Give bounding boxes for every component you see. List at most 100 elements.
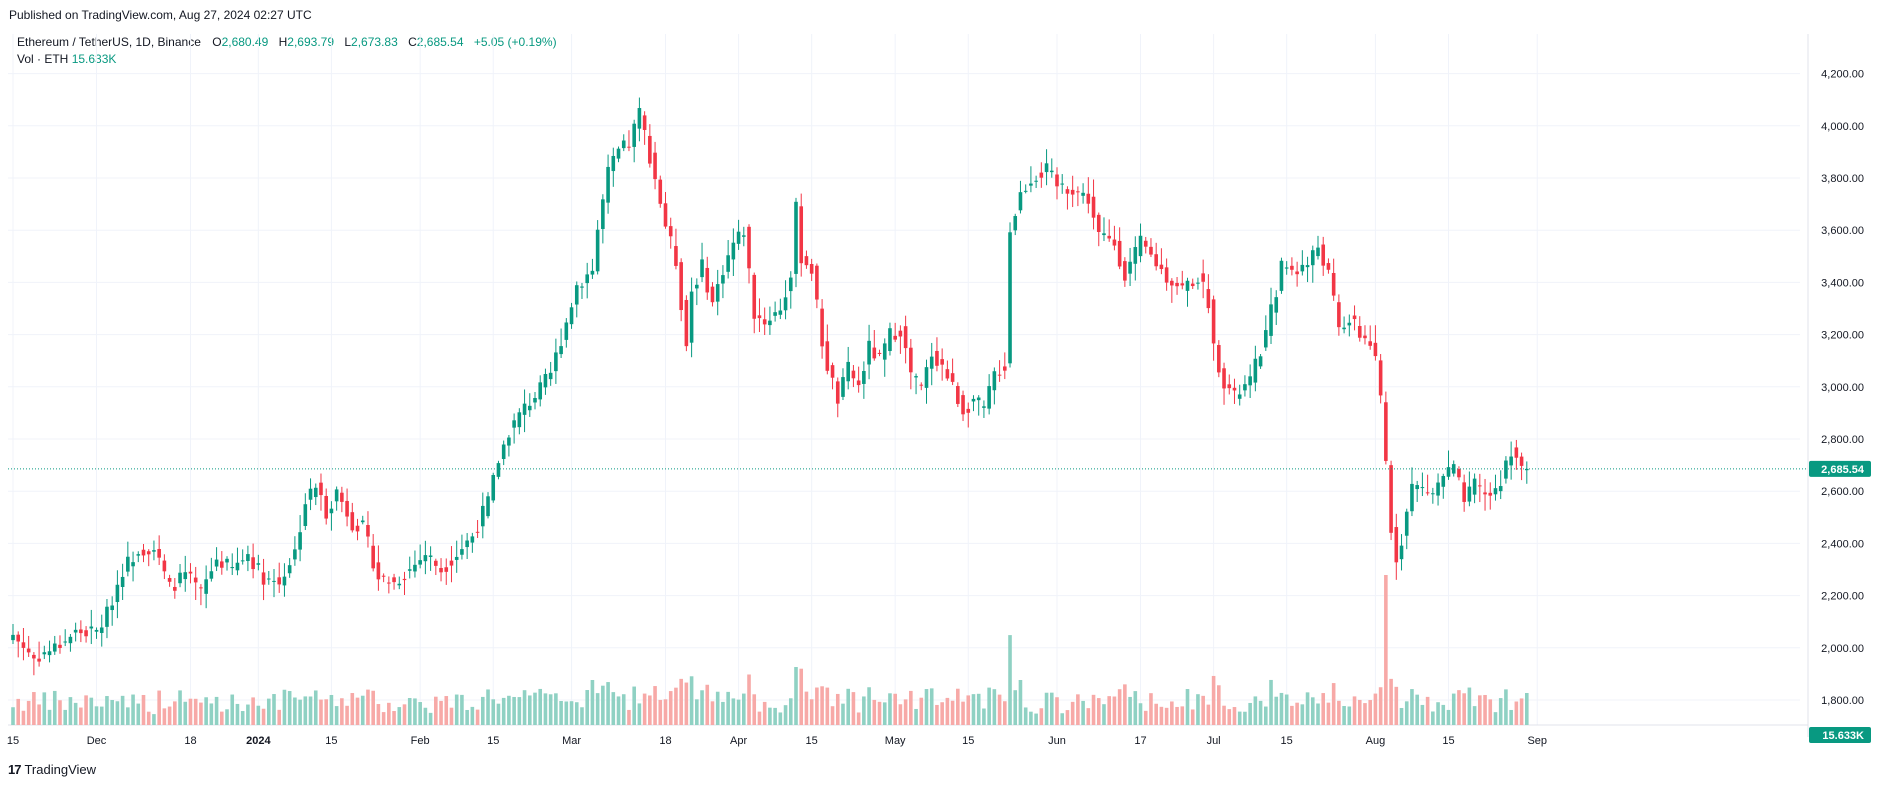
volume-bar <box>1514 701 1519 725</box>
price-chart[interactable]: 4,200.00 4,000.00 3,800.00 3,600.00 3,400.00… <box>0 26 1883 760</box>
symbol-name[interactable]: Ethereum / TetherUS, 1D, Binance <box>17 35 201 49</box>
volume-bar <box>397 707 402 725</box>
candle-body <box>240 560 245 562</box>
candle <box>950 358 955 386</box>
candle <box>387 576 391 594</box>
candle <box>1279 257 1284 294</box>
volume-bar <box>1368 700 1372 725</box>
volume-bar <box>1342 706 1346 725</box>
volume-bar <box>1404 701 1409 725</box>
candle-body <box>809 263 814 274</box>
candle-body <box>272 580 276 582</box>
candle <box>527 393 532 417</box>
candle <box>173 578 177 599</box>
candle-body <box>47 651 52 656</box>
candle <box>303 493 308 531</box>
volume-bar <box>1269 679 1273 725</box>
candle <box>851 365 856 388</box>
candle <box>663 191 668 229</box>
candle-body <box>230 567 235 569</box>
candle-body <box>89 626 94 629</box>
candle-body <box>1143 240 1148 247</box>
candle <box>611 147 616 187</box>
candle-body <box>1478 485 1482 487</box>
candle-body <box>689 291 694 343</box>
candle-body <box>830 365 835 378</box>
candle-body <box>1049 170 1054 173</box>
volume-bar <box>460 694 464 725</box>
candle <box>1217 340 1221 378</box>
candle <box>313 483 318 506</box>
time-tick-label: 18 <box>659 735 671 747</box>
candle-body <box>1472 478 1477 495</box>
candles <box>11 97 1529 676</box>
candle <box>1185 277 1190 307</box>
volume-bar <box>324 699 328 725</box>
candle-body <box>1264 330 1268 348</box>
volume-bar <box>73 702 78 725</box>
volume-bar <box>214 696 219 725</box>
volume-label[interactable]: Vol · ETH <box>17 52 69 66</box>
time-tick-label: 15 <box>487 735 499 747</box>
candle <box>298 515 302 562</box>
candle-body <box>700 259 704 278</box>
candle-body <box>1081 192 1085 196</box>
candle <box>439 558 443 582</box>
volume-bar <box>1321 693 1326 725</box>
candle-body <box>1415 485 1419 490</box>
candle-body <box>1211 299 1216 344</box>
volume-bar <box>867 687 871 725</box>
candle-body <box>590 270 595 275</box>
volume-bar <box>1410 689 1414 725</box>
volume-bar <box>1237 711 1242 725</box>
volume-bar <box>731 698 736 725</box>
candle <box>183 555 188 592</box>
volume-bar <box>1451 693 1456 725</box>
candle-body <box>183 572 188 580</box>
candle-body <box>193 577 198 583</box>
candle <box>1284 261 1289 275</box>
volume-bar <box>1264 706 1268 725</box>
candle <box>1107 219 1111 242</box>
price-tick-label: 3,000.00 <box>1821 382 1864 394</box>
volume-bar <box>126 707 130 725</box>
time-tick-label: 15 <box>806 735 818 747</box>
candle <box>1504 456 1508 484</box>
candle-body <box>449 560 454 566</box>
candle-body <box>517 412 522 428</box>
candle <box>293 536 297 566</box>
candle <box>1347 314 1352 337</box>
volume-bar <box>658 699 663 725</box>
volume-bar <box>293 697 297 725</box>
candle <box>684 295 689 352</box>
volume-bar <box>976 693 981 725</box>
candle <box>1483 478 1487 511</box>
volume-bar <box>1102 704 1106 725</box>
volume-bar <box>491 699 496 725</box>
candle-body <box>1253 358 1258 383</box>
volume-bar <box>1258 700 1263 725</box>
candle <box>961 390 965 422</box>
price-tick-label: 4,200.00 <box>1821 69 1864 81</box>
candle <box>1133 236 1138 281</box>
candle-body <box>1076 191 1080 193</box>
candle <box>976 395 981 416</box>
candle-body <box>736 231 741 244</box>
candle <box>658 175 663 208</box>
candle <box>360 515 365 525</box>
volume-bar <box>642 693 647 725</box>
candle <box>809 258 814 281</box>
tradingview-brand[interactable]: 17 TradingView <box>8 762 96 777</box>
candle <box>68 633 73 652</box>
volume-bar <box>1039 708 1044 725</box>
volume-bar <box>590 680 595 725</box>
candle-body <box>1451 464 1456 474</box>
candle <box>1384 391 1388 465</box>
candle-body <box>914 376 918 378</box>
candle <box>42 645 47 660</box>
candle <box>522 389 527 433</box>
candle-body <box>559 346 563 355</box>
candle-body <box>1404 511 1409 536</box>
candle-body <box>491 474 496 501</box>
candle-body <box>1222 368 1226 389</box>
